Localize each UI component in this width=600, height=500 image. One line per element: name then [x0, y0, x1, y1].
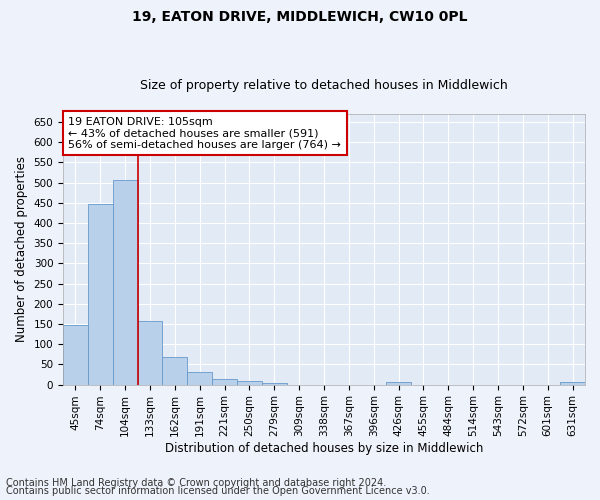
Title: Size of property relative to detached houses in Middlewich: Size of property relative to detached ho… [140, 79, 508, 92]
Bar [187, 372, 212, 384]
Text: 19 EATON DRIVE: 105sqm
← 43% of detached houses are smaller (591)
56% of semi-de: 19 EATON DRIVE: 105sqm ← 43% of detached… [68, 116, 341, 150]
Text: Contains HM Land Registry data © Crown copyright and database right 2024.: Contains HM Land Registry data © Crown c… [6, 478, 386, 488]
Bar [262, 382, 287, 384]
Bar [163, 357, 187, 384]
Bar [137, 321, 163, 384]
Bar [212, 379, 237, 384]
Bar [113, 180, 137, 384]
Bar [386, 382, 411, 384]
Text: Contains public sector information licensed under the Open Government Licence v3: Contains public sector information licen… [6, 486, 430, 496]
Bar [237, 381, 262, 384]
Bar [560, 382, 585, 384]
X-axis label: Distribution of detached houses by size in Middlewich: Distribution of detached houses by size … [165, 442, 483, 455]
Text: 19, EATON DRIVE, MIDDLEWICH, CW10 0PL: 19, EATON DRIVE, MIDDLEWICH, CW10 0PL [132, 10, 468, 24]
Bar [63, 325, 88, 384]
Bar [88, 204, 113, 384]
Y-axis label: Number of detached properties: Number of detached properties [15, 156, 28, 342]
